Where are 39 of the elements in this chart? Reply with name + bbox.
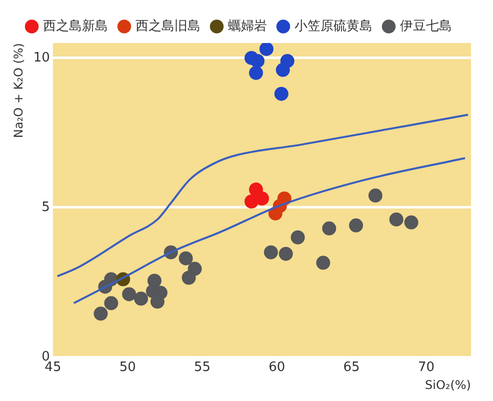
- point: [254, 192, 269, 206]
- legend-label: 西之島旧島: [135, 18, 200, 34]
- point: [122, 287, 136, 302]
- point: [322, 221, 336, 236]
- legend-label: 蠣婦岩: [228, 18, 267, 34]
- legend-label: 西之島新島: [42, 18, 108, 34]
- point: [280, 54, 294, 68]
- x-tick-label: 55: [194, 360, 211, 376]
- point: [104, 296, 118, 310]
- point: [316, 256, 330, 270]
- point: [259, 43, 274, 56]
- point: [368, 188, 382, 203]
- y-axis-title: Na₂O + K₂O (%): [11, 43, 26, 138]
- point: [264, 245, 278, 260]
- legend-label: 伊豆七島: [400, 18, 452, 34]
- y-tick-label: 5: [42, 200, 50, 215]
- point: [278, 246, 293, 261]
- point: [389, 212, 404, 226]
- line-series: [56, 114, 470, 278]
- point: [250, 54, 264, 68]
- x-tick-label: 45: [44, 360, 62, 376]
- x-tick-label: 70: [418, 360, 434, 376]
- point: [274, 86, 288, 101]
- point: [349, 218, 364, 232]
- point: [404, 215, 418, 230]
- x-tick-label: 60: [268, 360, 286, 376]
- y-tick-label: 10: [33, 50, 50, 66]
- point: [134, 292, 148, 306]
- point: [268, 206, 282, 220]
- legend-label: 小笠原硫黄島: [294, 18, 372, 34]
- line-series: [72, 157, 466, 304]
- point: [182, 270, 196, 285]
- point: [94, 306, 108, 321]
- x-tick-label: 65: [343, 360, 360, 376]
- x-tick-label: 50: [119, 360, 136, 376]
- point: [178, 251, 193, 266]
- x-axis-title: SiO₂(%): [425, 378, 471, 392]
- point: [249, 66, 263, 80]
- point: [290, 230, 305, 244]
